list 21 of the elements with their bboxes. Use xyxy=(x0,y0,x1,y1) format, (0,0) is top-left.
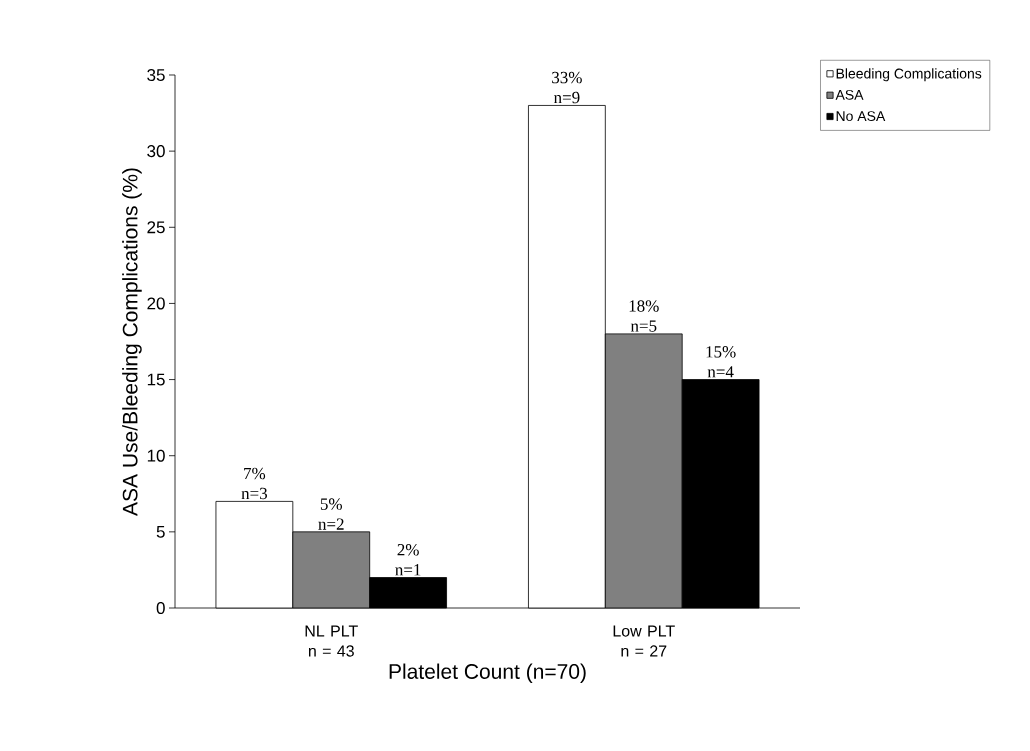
data-label: 15% n=4 xyxy=(706,346,736,378)
y-tick-label: 0 xyxy=(156,601,165,615)
y-tick-label: 5 xyxy=(156,525,165,538)
x-axis-title: Platelet Count (n=70) xyxy=(389,663,586,684)
y-tick-label: 10 xyxy=(147,449,165,462)
y-tick-label: 30 xyxy=(147,145,165,158)
data-label: 2% n=1 xyxy=(395,544,421,576)
legend-label: Bleeding Complications xyxy=(836,68,982,82)
legend-label: No ASA xyxy=(836,111,886,122)
legend-label: ASA xyxy=(835,89,864,100)
y-tick-label: 25 xyxy=(147,221,165,234)
y-tick-label: 15 xyxy=(147,373,165,386)
data-label: 7% n=3 xyxy=(241,467,268,500)
data-label: 18% n=5 xyxy=(629,300,659,332)
data-label: 5% n=2 xyxy=(318,498,344,530)
data-label: 33% n=9 xyxy=(552,71,582,104)
y-tick-label: 35 xyxy=(147,68,165,82)
x-tick-label: NL PLT n = 43 xyxy=(305,625,358,657)
y-tick-label: 20 xyxy=(147,297,165,310)
x-tick-label: Low PLT n = 27 xyxy=(613,625,675,657)
y-axis-title: ASA Use/Bleeding Complications (%) xyxy=(122,168,142,516)
